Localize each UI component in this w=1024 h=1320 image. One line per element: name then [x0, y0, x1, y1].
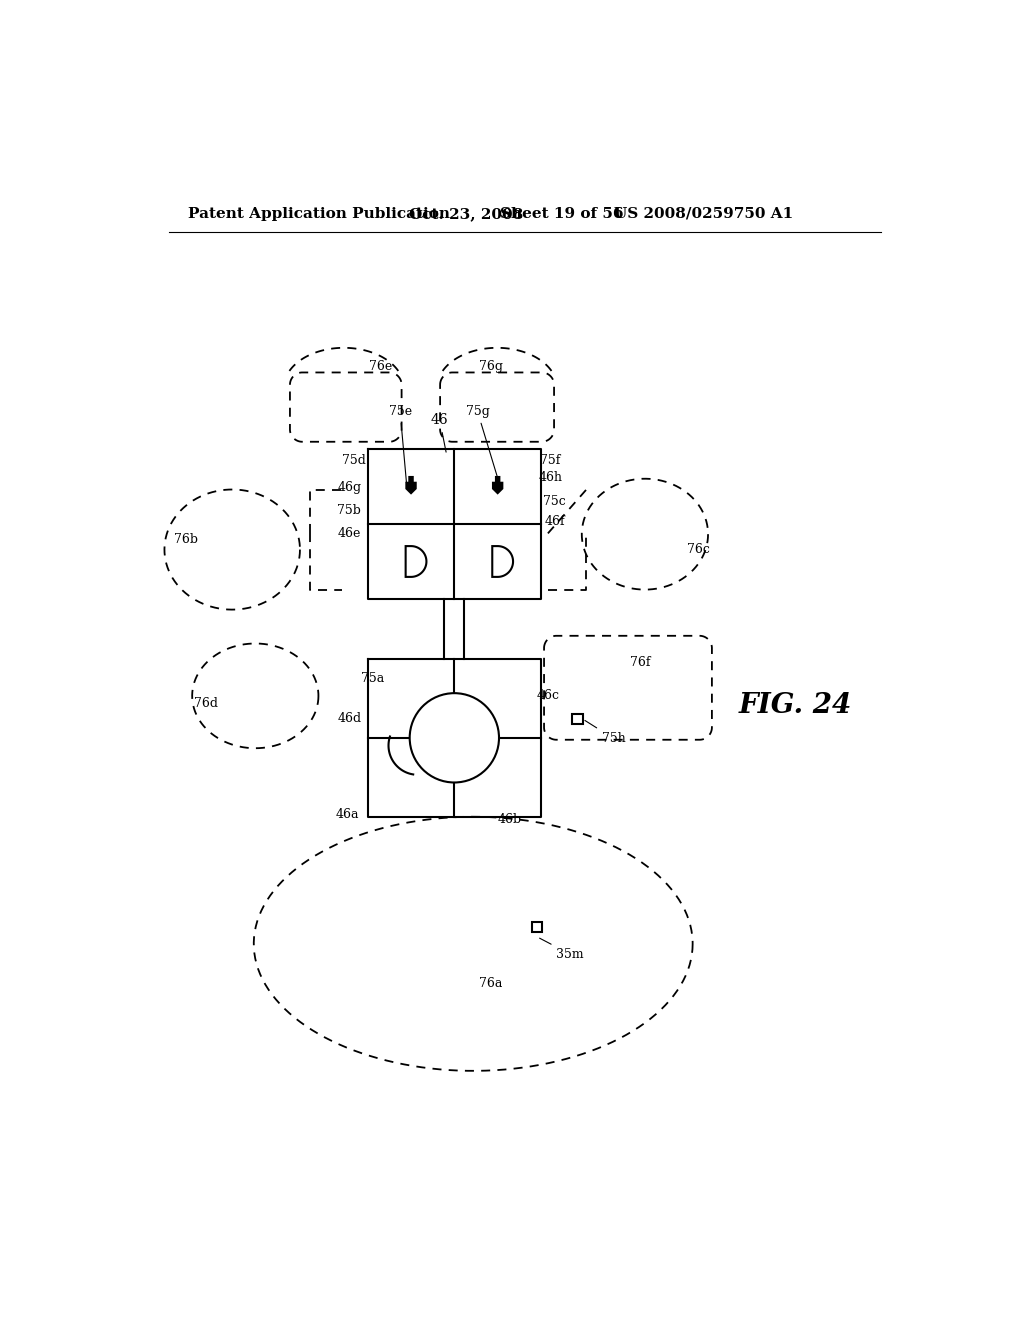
Text: 75b: 75b [337, 504, 361, 517]
Text: 76a: 76a [479, 977, 503, 990]
Polygon shape [493, 477, 503, 494]
Text: 75g: 75g [466, 405, 501, 488]
Polygon shape [407, 477, 416, 494]
Text: 46: 46 [431, 413, 449, 453]
Text: 75f: 75f [540, 454, 560, 467]
Text: 46b: 46b [498, 813, 521, 825]
Text: US 2008/0259750 A1: US 2008/0259750 A1 [614, 207, 794, 220]
Text: 75h: 75h [585, 721, 626, 744]
Text: 76c: 76c [687, 543, 711, 556]
Text: 76b: 76b [174, 533, 198, 546]
Text: 46e: 46e [338, 527, 360, 540]
Text: 75e: 75e [388, 405, 412, 488]
Text: 35m: 35m [540, 939, 584, 961]
Text: 46g: 46g [337, 482, 361, 495]
Text: 46d: 46d [337, 713, 361, 726]
Text: 46c: 46c [537, 689, 559, 702]
Text: Oct. 23, 2008: Oct. 23, 2008 [410, 207, 523, 220]
Text: 46a: 46a [336, 808, 359, 821]
Text: 76g: 76g [479, 360, 503, 372]
Polygon shape [493, 546, 513, 577]
Text: 76d: 76d [194, 697, 218, 710]
Text: 46h: 46h [539, 471, 563, 484]
Text: 76e: 76e [370, 360, 392, 372]
Text: 75d: 75d [342, 454, 366, 467]
Polygon shape [406, 546, 426, 577]
Bar [532, 921, 542, 932]
Text: 75c: 75c [544, 495, 566, 508]
Text: 75a: 75a [361, 672, 385, 685]
Circle shape [410, 693, 499, 783]
Text: Patent Application Publication: Patent Application Publication [188, 207, 451, 220]
Text: 46f: 46f [545, 515, 565, 528]
Text: 76f: 76f [630, 656, 650, 669]
Text: Sheet 19 of 56: Sheet 19 of 56 [500, 207, 624, 220]
Text: FIG. 24: FIG. 24 [739, 692, 852, 718]
Bar [571, 714, 583, 725]
